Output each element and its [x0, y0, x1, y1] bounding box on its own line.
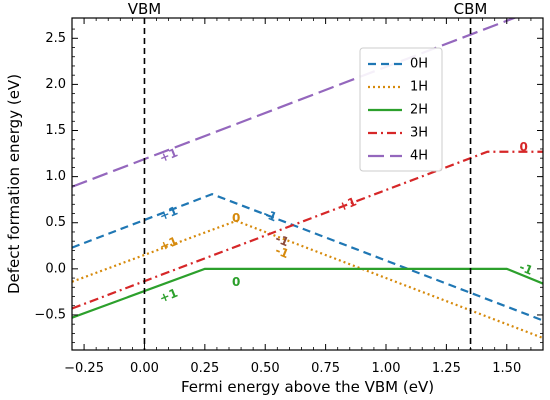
charge-state-label: -1	[273, 231, 291, 249]
charge-state-label: +1	[157, 145, 179, 165]
y-tick-label: 0.0	[45, 261, 66, 276]
x-tick-label: 1.25	[432, 361, 461, 376]
series-line-1h	[72, 219, 543, 340]
plot-frame	[71, 17, 544, 351]
legend-label-4h: 4H	[410, 149, 428, 164]
charge-state-label: +1	[157, 204, 179, 224]
legend-label-2h: 2H	[410, 103, 428, 118]
x-tick-label: 0.25	[190, 361, 219, 376]
series-line-4h	[72, 18, 518, 188]
x-tick-label: −0.25	[64, 361, 104, 376]
charge-state-label: +1	[157, 234, 179, 254]
legend-label-1h: 1H	[410, 80, 428, 95]
series-line-2h	[72, 267, 543, 319]
y-axis-label: Defect formation energy (eV)	[5, 74, 23, 294]
cbm-label: CBM	[454, 0, 488, 18]
x-tick-label: 1.00	[372, 361, 401, 376]
charge-state-label: +1	[336, 194, 358, 214]
charge-state-label: +1	[157, 286, 179, 306]
charge-state-label: -1	[517, 260, 535, 278]
y-tick-label: 2.0	[45, 77, 66, 92]
y-tick-label: 2.5	[45, 31, 66, 46]
charge-state-label: -1	[273, 243, 291, 261]
legend-label-3h: 3H	[410, 126, 428, 141]
series-line-0h	[72, 192, 543, 322]
x-tick-label: 1.50	[492, 361, 521, 376]
y-tick-label: 1.5	[45, 123, 66, 138]
x-tick-label: 0.00	[130, 361, 159, 376]
charge-state-label: -1	[261, 206, 279, 224]
vbm-label: VBM	[128, 0, 162, 18]
x-axis-label: Fermi energy above the VBM (eV)	[181, 378, 434, 396]
y-tick-label: 1.0	[45, 169, 66, 184]
charge-state-label: 0	[520, 140, 528, 154]
charge-state-label: 0	[232, 211, 240, 225]
y-tick-label: −0.5	[34, 307, 66, 322]
charge-state-label: 0	[232, 275, 240, 289]
y-tick-label: 0.5	[45, 215, 66, 230]
x-tick-label: 0.50	[251, 361, 280, 376]
series-line-3h	[72, 150, 543, 310]
legend-label-0h: 0H	[410, 57, 428, 72]
x-tick-label: 0.75	[311, 361, 340, 376]
